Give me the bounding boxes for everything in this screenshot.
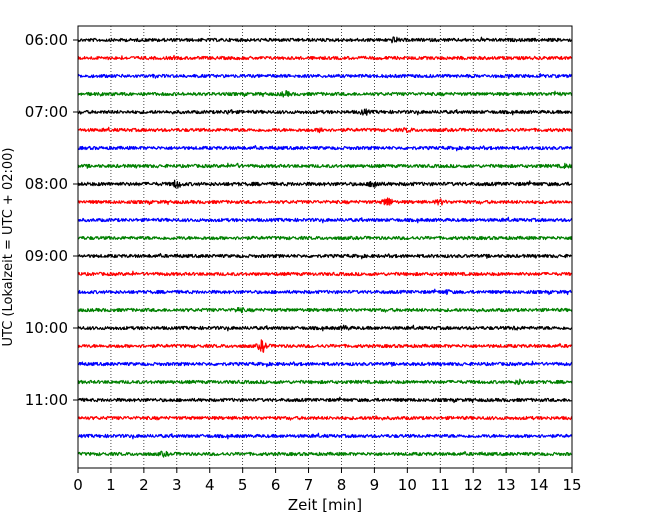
- seismic-trace: [77, 432, 573, 440]
- seismic-trace: [77, 252, 573, 260]
- seismic-trace: [77, 54, 573, 61]
- seismic-trace: [77, 415, 573, 421]
- x-tick-label: 13: [497, 476, 516, 494]
- x-tick-label: 8: [337, 476, 347, 494]
- seismic-trace: [77, 216, 573, 224]
- seismic-trace: [77, 108, 573, 116]
- seismic-trace: [77, 339, 573, 353]
- seismic-trace: [77, 360, 573, 368]
- y-tick-label: 10:00: [25, 319, 68, 337]
- seismic-trace: [77, 270, 573, 277]
- x-tick-label: 0: [73, 476, 83, 494]
- x-tick-label: 4: [205, 476, 215, 494]
- x-tick-label: 9: [370, 476, 380, 494]
- x-tick-label: 2: [139, 476, 149, 494]
- seismic-trace: [77, 324, 573, 332]
- x-tick-label: 6: [271, 476, 281, 494]
- seismic-trace: [77, 72, 573, 80]
- y-tick-label: 11:00: [25, 391, 68, 409]
- plot-frame: [77, 25, 573, 469]
- seismic-trace: [77, 162, 573, 170]
- seismic-trace: [77, 306, 573, 314]
- seismic-trace: [77, 197, 573, 206]
- seismic-trace: [77, 90, 573, 98]
- x-tick-label: 14: [530, 476, 549, 494]
- seismic-trace: [77, 235, 573, 241]
- x-tick-label: 1: [106, 476, 116, 494]
- x-tick-label: 15: [562, 476, 581, 494]
- x-tick-label: 10: [398, 476, 417, 494]
- x-tick-label: 5: [238, 476, 248, 494]
- x-axis-label: Zeit [min]: [288, 496, 362, 514]
- y-tick-label: 06:00: [25, 31, 68, 49]
- x-tick-label: 7: [304, 476, 314, 494]
- y-tick-label: 08:00: [25, 175, 68, 193]
- x-axis: 0 1 2 3 4 5 6 7 8 9 10 11 12 13 14 15: [73, 468, 582, 494]
- trace-group: [77, 36, 573, 458]
- seismic-trace: [77, 36, 573, 44]
- y-tick-label: 07:00: [25, 103, 68, 121]
- seismic-trace: [77, 179, 573, 189]
- x-tick-label: 3: [172, 476, 182, 494]
- seismic-trace: [77, 378, 573, 386]
- y-tick-label: 09:00: [25, 247, 68, 265]
- y-axis-label: UTC (Lokalzeit = UTC + 02:00): [1, 148, 16, 347]
- seismic-trace: [77, 288, 573, 296]
- x-tick-label: 11: [431, 476, 450, 494]
- seismic-trace: [77, 396, 573, 404]
- x-tick-label: 12: [464, 476, 483, 494]
- seismic-trace: [77, 144, 573, 152]
- seismic-trace: [77, 126, 573, 134]
- y-axis: 06:00 07:00 08:00 09:00 10:00 11:00: [25, 31, 78, 409]
- seismic-trace: [77, 450, 573, 458]
